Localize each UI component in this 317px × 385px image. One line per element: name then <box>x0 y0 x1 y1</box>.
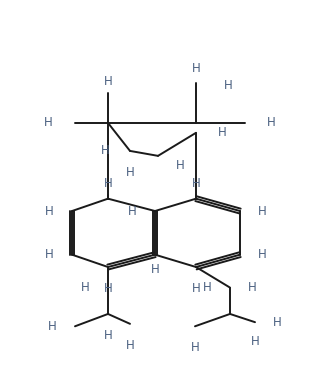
Text: H: H <box>126 339 134 352</box>
Text: H: H <box>126 166 134 179</box>
Text: H: H <box>104 282 112 295</box>
Text: H: H <box>191 282 200 295</box>
Text: H: H <box>48 320 57 333</box>
Text: H: H <box>248 281 257 294</box>
Text: H: H <box>151 263 159 276</box>
Text: H: H <box>191 62 200 75</box>
Text: H: H <box>191 177 200 190</box>
Text: H: H <box>81 281 90 294</box>
Text: H: H <box>218 126 227 139</box>
Text: H: H <box>176 159 185 172</box>
Text: H: H <box>258 248 267 261</box>
Text: H: H <box>128 204 137 218</box>
Text: H: H <box>267 116 276 129</box>
Text: H: H <box>191 341 199 354</box>
Text: H: H <box>203 281 212 294</box>
Text: H: H <box>104 329 112 342</box>
Text: H: H <box>251 335 259 348</box>
Text: H: H <box>45 248 54 261</box>
Text: H: H <box>104 177 112 190</box>
Text: H: H <box>273 316 282 329</box>
Text: H: H <box>45 204 54 218</box>
Text: H: H <box>44 116 53 129</box>
Text: H: H <box>224 79 233 92</box>
Text: H: H <box>101 144 110 157</box>
Text: H: H <box>258 204 267 218</box>
Text: H: H <box>104 75 112 88</box>
